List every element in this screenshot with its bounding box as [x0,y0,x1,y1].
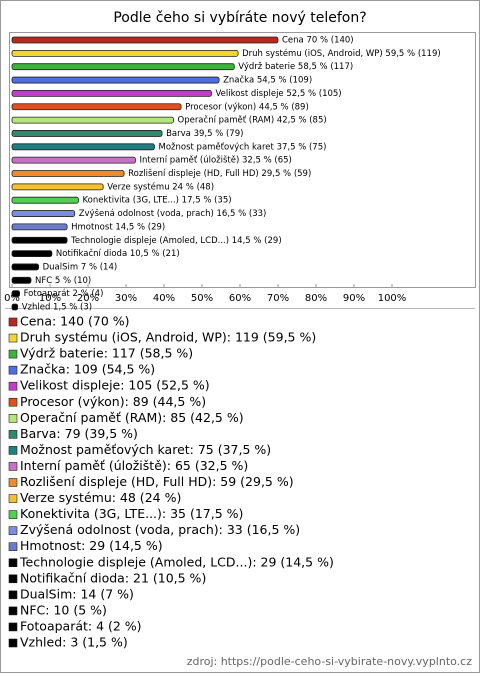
x-tick-label: 70% [267,293,289,304]
value-label: Možnost paměťových karet 37,5 % (75) [159,142,327,152]
x-tick-label: 40% [153,293,175,304]
legend-swatch [8,446,18,455]
legend-label: Barva: 79 (39,5 %) [20,426,138,441]
bar [11,303,19,311]
value-label: Notifikační dioda 10,5 % (21) [56,248,180,259]
legend-swatch [8,622,18,632]
bar [11,276,32,284]
legend-label: Cena: 140 (70 %) [20,314,130,329]
value-label: Rozlišení displeje (HD, Full HD) 29,5 % … [128,168,311,179]
legend-label: NFC: 10 (5 %) [20,602,107,617]
x-tick-label: 30% [115,293,137,304]
legend-swatch [8,365,18,375]
bar [11,103,182,111]
legend-label: Fotoaparát: 4 (2 %) [20,618,142,633]
value-label: Zvýšená odolnost (voda, prach) 16,5 % (3… [79,208,267,219]
value-label: Interní paměť (úložiště) 32,5 % (65) [140,155,292,166]
legend-swatch [8,638,18,648]
legend-label: Konektivita (3G, LTE...): 35 (17,5 %) [20,506,243,521]
bar [11,263,40,271]
legend-swatch [8,349,18,359]
legend-label: Verze systému: 48 (24 %) [20,490,181,505]
legend-label: Operační paměť (RAM): 85 (42,5 %) [20,410,244,425]
bar [11,130,163,137]
legend-label: Procesor (výkon): 89 (44,5 %) [20,394,206,409]
legend-swatch [8,606,18,616]
value-label: Velikost displeje 52,5 % (105) [216,89,342,99]
bar [11,223,68,231]
x-tick-label: 50% [191,293,213,304]
chart-title: Podle čeho si vybíráte nový telefon? [113,10,366,26]
legend-swatch [8,478,18,487]
bar [11,196,79,204]
bar [11,250,53,258]
value-label: Technologie displeje (Amoled, LCD...) 14… [70,236,282,246]
legend-swatch [8,494,18,503]
bar [11,143,155,151]
bar [11,36,279,44]
legend-label: Technologie displeje (Amoled, LCD...): 2… [19,554,334,569]
legend-swatch [8,542,18,552]
x-tick-label: 0% [4,293,20,304]
legend-label: Zvýšená odolnost (voda, prach): 33 (16,5… [20,522,300,537]
bar [11,290,20,298]
legend-swatch [8,333,18,343]
bar [11,90,212,97]
legend-label: Interní paměť (úložiště): 65 (32,5 %) [20,458,248,473]
value-label: Značka 54,5 % (109) [223,75,312,86]
bar [11,156,136,164]
value-label: DualSim 7 % (14) [43,262,118,272]
legend-swatch [8,526,18,535]
legend-swatch [8,510,18,519]
legend-swatch [8,317,18,327]
bar [11,183,104,191]
x-tick-label: 10% [39,293,61,304]
value-label: Výdrž baterie 58,5 % (117) [238,62,353,72]
source: zdroj: https://podle-ceho-si-vybirate-no… [187,655,473,668]
bar [11,116,174,124]
value-label: Cena 70 % (140) [282,36,354,46]
legend-label: Značka: 109 (54,5 %) [20,362,155,377]
legend-label: Velikost displeje: 105 (52,5 %) [20,378,210,393]
legend-swatch [8,413,18,423]
value-label: Operační paměť (RAM) 42,5 % (85) [178,115,327,126]
value-label: Konektivita (3G, LTE...) 17,5 % (35) [83,196,232,206]
legend-label: Možnost paměťových karet: 75 (37,5 %) [20,442,271,457]
legend-label: Hmotnost: 29 (14,5 %) [20,538,163,553]
value-label: Hmotnost 14,5 % (29) [71,222,165,232]
legend-label: Notifikační dioda: 21 (10,5 %) [20,570,206,585]
value-label: Druh systému (iOS, Android, WP) 59,5 % (… [242,48,441,59]
bar [11,210,76,217]
legend-swatch [8,574,18,584]
legend-swatch [8,590,18,600]
legend-label: Vzhled: 3 (1,5 %) [20,635,128,650]
value-label: NFC 5 % (10) [35,276,91,286]
x-tick-label: 60% [229,293,251,304]
legend-swatch [8,430,18,439]
legend-label: DualSim: 14 (7 %) [20,586,134,601]
legend-swatch [8,381,18,391]
bar [11,49,239,57]
x-tick-label: 90% [343,293,365,304]
value-label: Barva 39,5 % (79) [166,129,243,139]
legend-label: Druh systému (iOS, Android, WP): 119 (59… [20,330,316,345]
legend-label: Výdrž baterie: 117 (58,5 %) [20,346,193,361]
bar [11,236,68,244]
value-label: Procesor (výkon) 44,5 % (89) [185,102,309,112]
bar [11,76,220,84]
x-tick-label: 80% [305,293,327,304]
value-label: Vzhled 1,5 % (3) [22,303,92,313]
value-label: Verze systému 24 % (48) [107,181,214,192]
bar [11,63,235,71]
bar [11,170,125,177]
legend-swatch [8,558,18,568]
legend-swatch [8,462,18,471]
x-tick-label: 100% [378,293,407,304]
x-tick-label: 20% [77,293,99,304]
legend-swatch [8,397,18,407]
value-label: Fotoaparát 2 % (4) [24,289,104,299]
legend-label: Rozlišení displeje (HD, Full HD): 59 (29… [20,474,294,489]
